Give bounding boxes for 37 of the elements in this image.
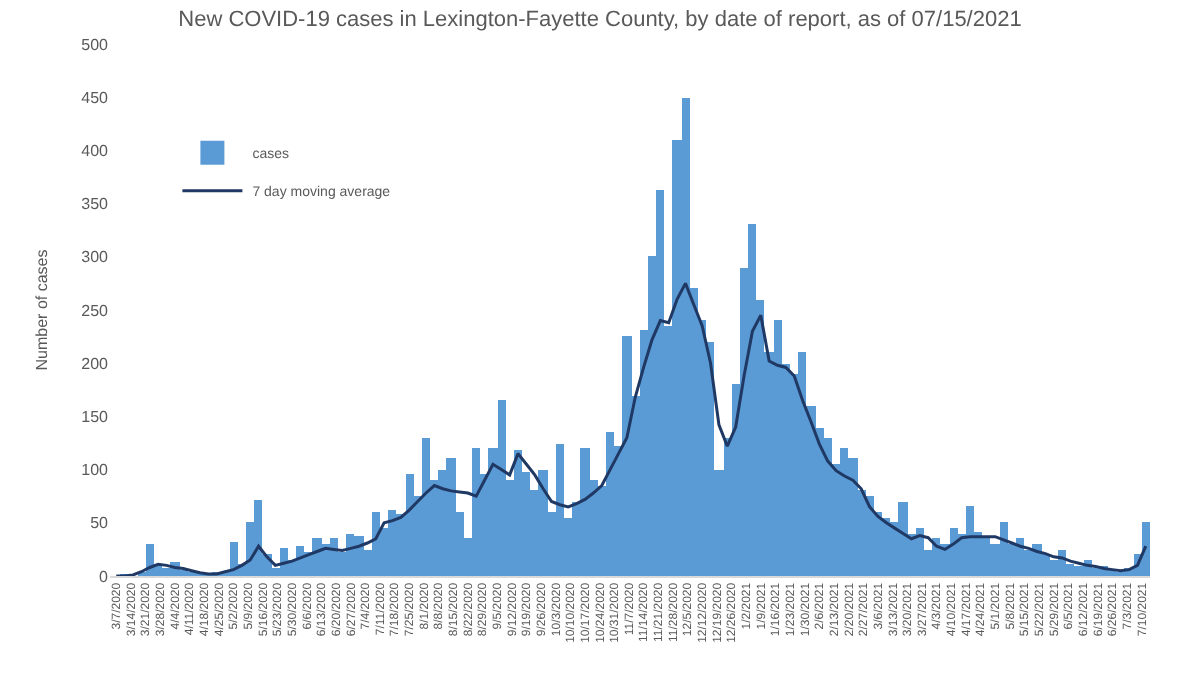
bar bbox=[580, 448, 590, 576]
bar bbox=[966, 506, 974, 576]
y-tick-label: 200 bbox=[81, 354, 110, 373]
bar bbox=[748, 224, 756, 576]
bar bbox=[422, 438, 430, 576]
bar bbox=[1032, 544, 1042, 576]
bar bbox=[446, 458, 456, 576]
bar bbox=[1016, 538, 1024, 576]
y-axis-title: Number of cases bbox=[32, 249, 51, 371]
line-series bbox=[114, 281, 1148, 576]
y-tick-label: 250 bbox=[81, 301, 110, 320]
bar bbox=[1074, 566, 1084, 576]
bar bbox=[606, 432, 614, 576]
bar bbox=[354, 536, 364, 576]
bar bbox=[656, 190, 664, 576]
bar bbox=[472, 448, 480, 576]
y-tick-label: 400 bbox=[81, 142, 110, 160]
y-tick-label: 500 bbox=[81, 35, 110, 54]
y-tick-label: 100 bbox=[81, 461, 110, 480]
bar bbox=[1092, 568, 1100, 576]
bar bbox=[330, 538, 338, 576]
bar bbox=[622, 336, 632, 576]
chart-title: New COVID-19 cases in Lexington-Fayette County, by date of report, as of 07/15/2021 bbox=[178, 7, 1022, 32]
bar bbox=[312, 538, 322, 576]
y-tick-label: 300 bbox=[81, 248, 110, 267]
y-tick-label: 350 bbox=[81, 195, 110, 214]
y-tick-label: 0 bbox=[99, 567, 110, 586]
bar bbox=[556, 444, 564, 576]
y-tick-label: 50 bbox=[90, 514, 110, 533]
bar bbox=[1142, 522, 1150, 576]
bar bbox=[866, 496, 874, 576]
bar bbox=[898, 502, 908, 576]
y-tick-label: 150 bbox=[81, 408, 110, 426]
y-tick-label: 450 bbox=[81, 88, 110, 107]
bar bbox=[372, 512, 380, 576]
bar bbox=[916, 528, 924, 576]
bar bbox=[538, 470, 548, 576]
